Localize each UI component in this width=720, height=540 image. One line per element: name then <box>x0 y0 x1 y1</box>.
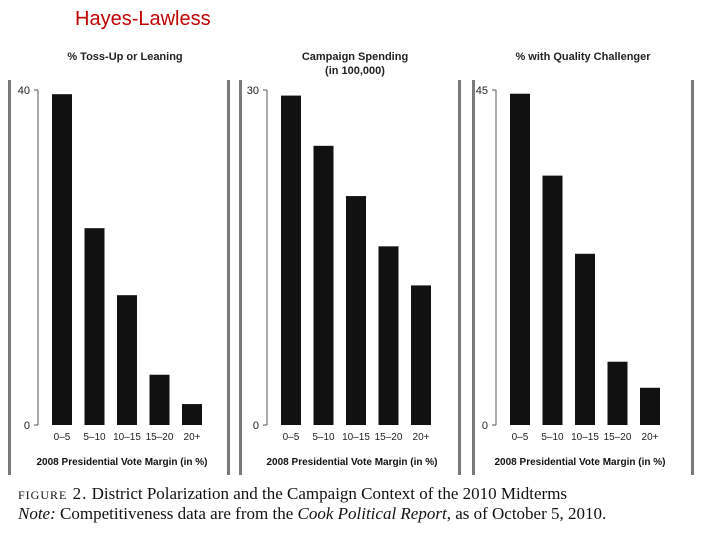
chart-3-xtick-label: 5–10 <box>541 432 564 443</box>
chart-2-xtick-label: 15–20 <box>375 432 403 443</box>
note-text-1: Competitiveness data are from the <box>60 504 294 523</box>
chart-2-xtick-label: 10–15 <box>342 432 370 443</box>
chart-2-subtitle: (in 100,000) <box>325 65 385 77</box>
panel-frame-1 <box>8 80 230 475</box>
chart-2-xtick-label: 0–5 <box>283 432 300 443</box>
chart-1-xtick-label: 20+ <box>184 432 201 443</box>
chart-3-bar <box>510 93 530 425</box>
chart-2-title: Campaign Spending <box>302 51 408 63</box>
chart-1-bar <box>149 374 170 425</box>
chart-2-bar <box>378 246 399 425</box>
chart-1-xtick-label: 0–5 <box>54 432 71 443</box>
chart-2-bar <box>346 196 366 425</box>
chart-2-bar <box>313 145 334 426</box>
chart-1-xtick-label: 5–10 <box>83 432 106 443</box>
figure-text: District Polarization and the Campaign C… <box>91 484 568 503</box>
note-source: Cook Political Report <box>297 504 447 523</box>
chart-3-xtick-label: 0–5 <box>512 432 529 443</box>
chart-1-bar <box>182 404 202 425</box>
chart-1-title: % Toss-Up or Leaning <box>67 51 182 63</box>
chart-2-xtick-label: 20+ <box>413 432 430 443</box>
chart-3-bar <box>542 175 563 425</box>
chart-2-bar <box>281 95 301 425</box>
chart-3-ytick-label: 45 <box>476 85 488 97</box>
chart-1-xlabel: 2008 Presidential Vote Margin (in %) <box>37 457 208 468</box>
chart-3-ytick-label: 0 <box>482 420 488 432</box>
chart-1-bar <box>84 228 105 425</box>
chart-3-title: % with Quality Challenger <box>515 51 651 63</box>
note-text-2: , as of October 5, 2010. <box>446 504 607 523</box>
chart-2-ytick-label: 0 <box>253 420 259 432</box>
panel-frame-2 <box>239 80 461 475</box>
chart-1-xtick-label: 10–15 <box>113 432 141 443</box>
chart-3-xtick-label: 20+ <box>642 432 659 443</box>
figure-caption: figure 2. District Polarization and the … <box>18 484 708 524</box>
chart-1-ytick-label: 40 <box>18 85 30 97</box>
chart-3-bar <box>607 361 628 425</box>
chart-3-xtick-label: 10–15 <box>571 432 599 443</box>
chart-1-bar <box>117 295 137 425</box>
caption-note-line: Note: Competitiveness data are from the … <box>18 504 708 524</box>
chart-1-ytick-label: 0 <box>24 420 30 432</box>
chart-2-xlabel: 2008 Presidential Vote Margin (in %) <box>267 457 438 468</box>
chart-3-xlabel: 2008 Presidential Vote Margin (in %) <box>495 457 666 468</box>
chart-2-ytick-label: 30 <box>247 85 259 97</box>
chart-1-bar <box>52 94 72 425</box>
figure-label: figure 2. <box>18 484 88 503</box>
chart-3-xtick-label: 15–20 <box>604 432 632 443</box>
caption-figure-line: figure 2. District Polarization and the … <box>18 484 708 504</box>
note-label: Note: <box>18 504 56 523</box>
chart-1-xtick-label: 15–20 <box>146 432 174 443</box>
chart-2-xtick-label: 5–10 <box>312 432 335 443</box>
panel-frame-3 <box>472 80 694 475</box>
chart-2-bar <box>411 285 431 425</box>
charts-area: % Toss-Up or Leaning 40 0 0–5 5–10 10–15 15–20… <box>18 51 666 468</box>
chart-3-bar <box>640 387 660 425</box>
slide-title: Hayes-Lawless <box>75 8 211 30</box>
chart-3-bar <box>575 253 595 425</box>
